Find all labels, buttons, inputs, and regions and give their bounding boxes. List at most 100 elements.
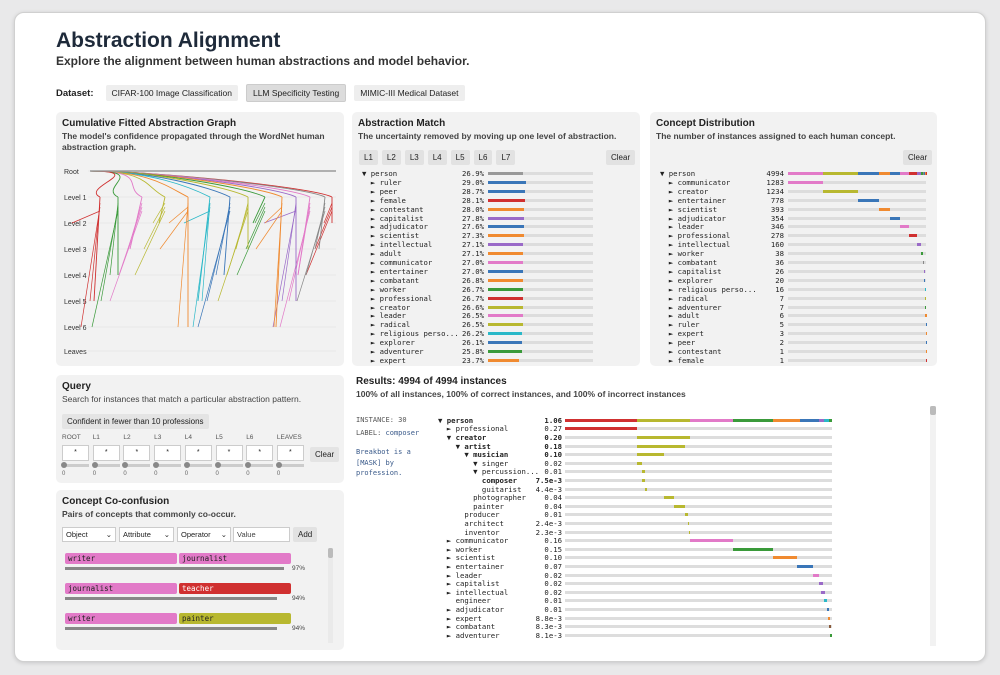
match-row[interactable]: ► peer 28.7% [362,187,593,196]
match-row[interactable]: ► worker 26.7% [362,285,593,294]
dist-row[interactable]: ► worker 38 [660,249,926,258]
result-row[interactable]: ► adjudicator 0.01 [438,605,832,614]
match-clear-button[interactable]: Clear [606,150,636,165]
match-row[interactable]: ▼ person 26.9% [362,169,593,178]
dist-clear-button[interactable]: Clear [903,150,933,165]
dist-row[interactable]: ► explorer 20 [660,276,926,285]
match-row[interactable]: ► expert 23.7% [362,356,593,365]
match-row[interactable]: ► adult 27.1% [362,249,593,258]
match-row[interactable]: ► combatant 26.8% [362,276,593,285]
dist-row[interactable]: ► contestant 1 [660,347,927,356]
query-preset-button[interactable]: Confident in fewer than 10 professions [62,414,209,429]
cocon-concept-b[interactable]: journalist [179,553,291,564]
level-button-l7[interactable]: L7 [496,150,516,165]
match-row[interactable]: ► capitalist 27.8% [362,214,593,223]
slider-handle[interactable] [153,462,160,468]
result-row[interactable]: ► entertainer 0.07 [438,562,832,571]
cocon-concept-a[interactable]: writer [65,613,177,624]
result-row[interactable]: ▼ artist 0.18 [438,442,832,451]
dist-row[interactable]: ► leader 346 [660,222,926,231]
slider-handle[interactable] [61,462,67,468]
match-row[interactable]: ► intellectual 27.1% [362,240,593,249]
cocon-concept-b[interactable]: painter [179,613,291,624]
dataset-option-llm[interactable]: LLM Specificity Testing [245,84,347,102]
dist-row[interactable]: ► intellectual 160 [660,240,926,249]
result-row[interactable]: ► capitalist 0.02 [438,579,832,588]
result-row[interactable]: producer 0.01 [438,510,832,519]
match-row[interactable]: ► leader 26.5% [362,311,593,320]
query-slider[interactable] [122,462,151,468]
dist-row[interactable]: ► ruler 5 [660,320,927,329]
result-row[interactable]: painter 0.04 [438,502,832,511]
query-pattern-input[interactable]: * [246,445,274,461]
dist-row[interactable]: ► professional 278 [660,231,926,240]
slider-handle[interactable] [183,462,190,468]
result-row[interactable]: engineer 0.01 [438,596,832,605]
match-row[interactable]: ► scientist 27.3% [362,231,593,240]
query-pattern-input[interactable]: * [154,445,182,461]
dist-row[interactable]: ► religious perso... 16 [660,285,926,294]
level-button-l1[interactable]: L1 [359,150,378,165]
add-filter-button[interactable]: Add [293,527,318,542]
object-select[interactable]: Object ⌄ [62,527,116,542]
query-pattern-input[interactable]: * [184,445,212,461]
result-row[interactable]: ▼ person 1.06 [438,416,832,425]
dist-row[interactable]: ► capitalist 26 [660,267,926,276]
result-row[interactable]: ► adventurer 8.1e-3 [438,631,832,640]
match-row[interactable]: ► communicator 27.0% [362,258,593,267]
query-slider[interactable] [153,462,182,468]
query-slider[interactable] [214,462,243,468]
attribute-select[interactable]: Attribute ⌄ [119,527,174,542]
dist-row[interactable]: ► adult 6 [660,311,927,320]
dataset-option-mimic[interactable]: MIMIC-III Medical Dataset [354,85,465,101]
match-row[interactable]: ► entertainer 27.0% [362,267,593,276]
result-row[interactable]: ► expert 8.8e-3 [438,614,832,623]
result-row[interactable]: ► worker 0.15 [438,545,832,554]
result-row[interactable]: architect 2.4e-3 [438,519,832,528]
dist-row[interactable]: ► radical 7 [660,294,927,303]
result-row[interactable]: ► intellectual 0.02 [438,588,832,597]
dataset-option-cifar[interactable]: CIFAR-100 Image Classification [105,85,238,101]
result-row[interactable]: ► combatant 8.3e-3 [438,622,832,631]
result-row[interactable]: ▼ percussion... 0.01 [438,467,832,476]
query-pattern-input[interactable]: * [123,445,151,461]
query-slider[interactable] [91,462,120,468]
dist-row[interactable]: ► combatant 36 [660,258,926,267]
level-button-l5[interactable]: L5 [450,150,470,165]
result-row[interactable]: photographer 0.04 [438,493,832,502]
query-slider[interactable] [61,462,89,468]
dist-row[interactable]: ► peer 2 [660,338,927,347]
cocon-concept-a[interactable]: journalist [65,583,177,594]
match-row[interactable]: ► explorer 26.1% [362,338,593,347]
cocon-concept-b[interactable]: teacher [179,583,291,594]
result-row[interactable]: ► leader 0.02 [438,571,832,580]
dist-row[interactable]: ► entertainer 778 [660,196,926,205]
result-row[interactable]: ▼ singer 0.02 [438,459,832,468]
result-row[interactable]: ► scientist 0.10 [438,553,832,562]
dist-row[interactable]: ► scientist 393 [660,205,926,214]
query-slider[interactable] [275,462,304,468]
level-button-l2[interactable]: L2 [381,150,401,165]
result-row[interactable]: ► communicator 0.16 [438,536,832,545]
match-row[interactable]: ► contestant 28.0% [362,205,593,214]
slider-handle[interactable] [122,462,129,468]
results-scrollbar[interactable] [930,406,936,646]
dist-row[interactable]: ► communicator 1283 [660,178,926,187]
dist-row[interactable]: ▼ person 4994 [660,169,927,178]
result-row[interactable]: inventor 2.3e-3 [438,528,832,537]
query-pattern-input[interactable]: * [62,445,89,461]
dist-row[interactable]: ► adjudicator 354 [660,214,926,223]
query-slider[interactable] [183,462,212,468]
match-row[interactable]: ► adjudicator 27.6% [362,222,593,231]
cocon-concept-a[interactable]: writer [65,553,177,564]
match-row[interactable]: ► religious perso... 26.2% [362,329,593,338]
value-input[interactable]: Value [233,527,290,542]
match-row[interactable]: ► radical 26.5% [362,320,593,329]
match-row[interactable]: ► professional 26.7% [362,294,593,303]
match-row[interactable]: ► creator 26.6% [362,303,593,312]
slider-handle[interactable] [91,462,98,468]
query-clear-button[interactable]: Clear [310,447,340,462]
slider-handle[interactable] [214,462,221,468]
level-button-l3[interactable]: L3 [404,150,424,165]
slider-handle[interactable] [245,462,252,468]
